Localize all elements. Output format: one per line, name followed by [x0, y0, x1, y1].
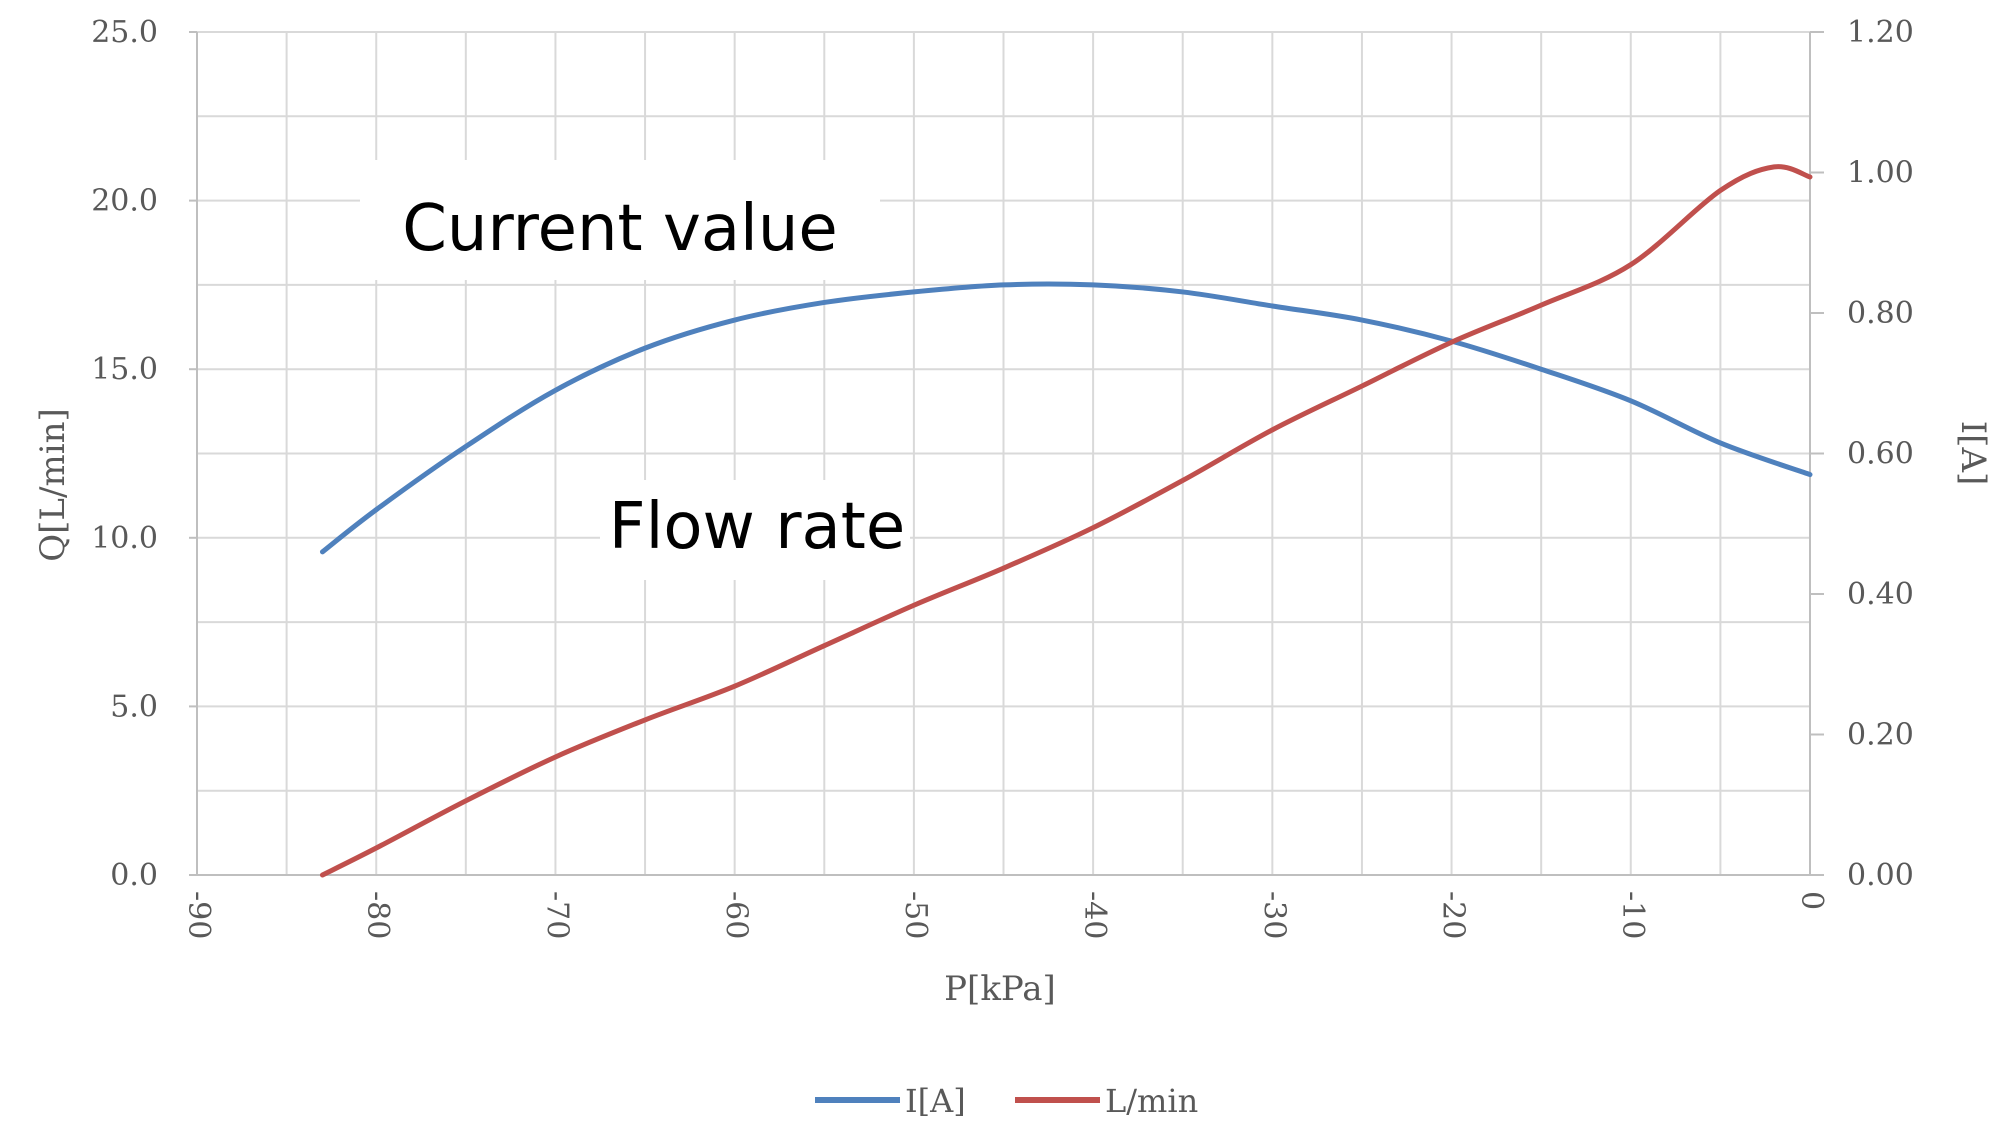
y-left-tick-label: 0.0	[110, 858, 158, 893]
annotation-flow-rate: Flow rate	[609, 490, 905, 564]
y-right-tick-label: 0.00	[1847, 858, 1914, 893]
legend-label-current: I[A]	[905, 1082, 966, 1120]
y-right-tick-label: 1.20	[1847, 15, 1914, 50]
annotation-current-box	[360, 160, 880, 280]
x-tick-label: -60	[719, 891, 754, 939]
y-right-tick-label: 0.20	[1847, 718, 1914, 753]
y-right-tick-label: 0.40	[1847, 577, 1914, 612]
axes: -90 -80 -70 -60 -50 -40 -30 -20 -10 0 0.0 5.0 10.0 15…	[91, 15, 1914, 939]
x-tick-label: -30	[1256, 891, 1291, 939]
y-right-tick-label: 1.00	[1847, 156, 1914, 191]
x-axis-title: P[kPa]	[944, 969, 1056, 1009]
y-left-tick-label: 25.0	[91, 15, 158, 50]
y-left-tick-label: 5.0	[110, 689, 158, 724]
series-line-flow	[319, 164, 1813, 878]
x-tick-label: 0	[1794, 891, 1829, 910]
legend-label-flow: L/min	[1105, 1082, 1198, 1120]
annotation-flow-box	[600, 480, 910, 580]
x-tick-label: -90	[181, 891, 216, 939]
annotation-current-value: Current value	[402, 192, 838, 266]
y-right-tick-label: 0.80	[1847, 296, 1914, 331]
y-left-tick-label: 10.0	[91, 521, 158, 556]
grid	[196, 31, 1811, 876]
x-tick-label: -50	[898, 891, 933, 939]
y-right-tick-label: 0.60	[1847, 437, 1914, 472]
y-left-tick-label: 20.0	[91, 184, 158, 219]
legend: I[A] L/min	[815, 1082, 1198, 1120]
y-right-axis-title: I[A]	[1953, 421, 1991, 486]
y-left-tick-label: 15.0	[91, 352, 158, 387]
x-tick-label: -70	[539, 891, 574, 939]
x-tick-label: -40	[1077, 891, 1112, 939]
series	[319, 164, 1813, 878]
x-tick-label: -10	[1615, 891, 1650, 939]
x-tick-label: -80	[360, 891, 395, 939]
x-tick-label: -20	[1436, 891, 1471, 939]
y-left-axis-title: Q[L/min]	[33, 408, 73, 561]
series-line-current	[319, 281, 1813, 555]
